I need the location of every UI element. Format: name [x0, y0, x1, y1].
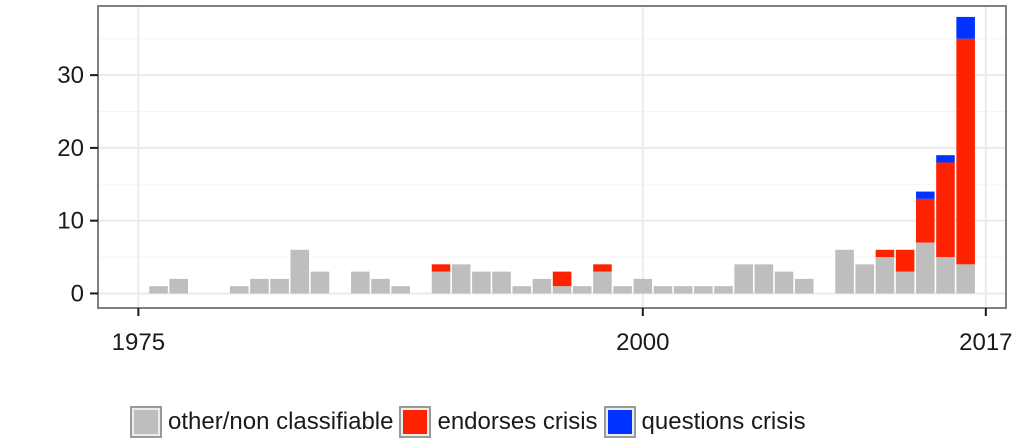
stacked-bar-chart: 0 10 20 30 1975 2000 2017	[57, 5, 1013, 356]
bar-2014-series-2	[916, 191, 935, 199]
x-tick-label: 1975	[112, 329, 165, 356]
bar-2002-series-0	[673, 286, 693, 294]
bar-2003-series-0	[694, 286, 713, 294]
bar-2015-series-2	[936, 155, 955, 163]
bar-1999-series-0	[613, 286, 632, 294]
bar-1987-series-0	[371, 278, 390, 294]
bar-2013-series-0	[895, 271, 915, 294]
bar-2015-series-1	[936, 162, 955, 258]
legend-key-other	[130, 406, 162, 438]
bar-2014-series-0	[916, 242, 935, 294]
x-tick-label: 2017	[959, 329, 1012, 356]
y-tick-label: 30	[57, 62, 84, 89]
plot-panel-border	[97, 5, 1007, 309]
bar-1998-series-0	[593, 271, 612, 294]
bar-1997-series-0	[572, 286, 592, 294]
bar-2006-series-0	[754, 264, 774, 294]
bar-2001-series-0	[653, 286, 673, 294]
y-tick-label: 10	[57, 208, 84, 235]
legend-label-endorses: endorses crisis	[437, 408, 598, 435]
bar-2005-series-0	[734, 264, 753, 294]
bar-2016-series-2	[956, 16, 975, 39]
bar-1983-series-0	[290, 249, 310, 294]
bar-1976-series-0	[149, 286, 168, 294]
legend-key-questions	[603, 406, 636, 438]
legend: other/non classifiable endorses crisis q…	[130, 402, 812, 442]
bar-1990-series-0	[431, 271, 451, 294]
legend-item-other: other/non classifiable	[130, 406, 393, 438]
bar-1996-series-0	[552, 286, 572, 294]
bar-2016-series-1	[956, 38, 975, 265]
bar-1980-series-0	[229, 286, 249, 294]
bar-2010-series-0	[835, 249, 854, 294]
bars	[149, 16, 975, 294]
legend-item-endorses: endorses crisis	[399, 406, 598, 438]
bar-2014-series-1	[916, 198, 935, 243]
legend-swatch-questions	[607, 410, 632, 434]
bar-1990-series-1	[431, 264, 451, 272]
legend-item-questions: questions crisis	[603, 406, 806, 438]
bar-1998-series-1	[593, 264, 612, 272]
bar-1993-series-0	[492, 271, 511, 294]
grid-lines	[98, 6, 1006, 308]
y-tick-label: 20	[57, 135, 84, 162]
bar-1981-series-0	[250, 278, 269, 294]
axes: 0 10 20 30 1975 2000 2017	[57, 62, 1012, 356]
bar-1991-series-0	[451, 264, 471, 294]
bar-2015-series-0	[936, 257, 955, 294]
bar-2008-series-0	[794, 278, 814, 294]
bar-2016-series-0	[956, 264, 975, 294]
bar-1995-series-0	[532, 278, 552, 294]
bar-2012-series-1	[875, 249, 895, 258]
bar-2013-series-1	[895, 249, 915, 272]
legend-key-endorses	[399, 406, 432, 438]
bar-2011-series-0	[855, 264, 875, 294]
bar-1986-series-0	[351, 271, 370, 294]
bar-2012-series-0	[875, 257, 895, 294]
y-tick-label: 0	[71, 280, 84, 307]
legend-label-questions: questions crisis	[641, 408, 806, 435]
x-tick-label: 2000	[616, 329, 669, 356]
bar-2004-series-0	[714, 286, 733, 294]
legend-swatch-endorses	[403, 410, 428, 434]
bar-1992-series-0	[472, 271, 491, 294]
legend-swatch-other	[134, 410, 158, 434]
bar-1977-series-0	[169, 278, 188, 294]
bar-1994-series-0	[512, 286, 532, 294]
bar-2007-series-0	[774, 271, 794, 294]
legend-label-other: other/non classifiable	[168, 408, 394, 435]
bar-1984-series-0	[310, 271, 330, 294]
bar-2000-series-0	[633, 278, 653, 294]
bar-1982-series-0	[270, 278, 289, 294]
bar-1988-series-0	[391, 286, 410, 294]
bar-1996-series-1	[552, 271, 572, 287]
